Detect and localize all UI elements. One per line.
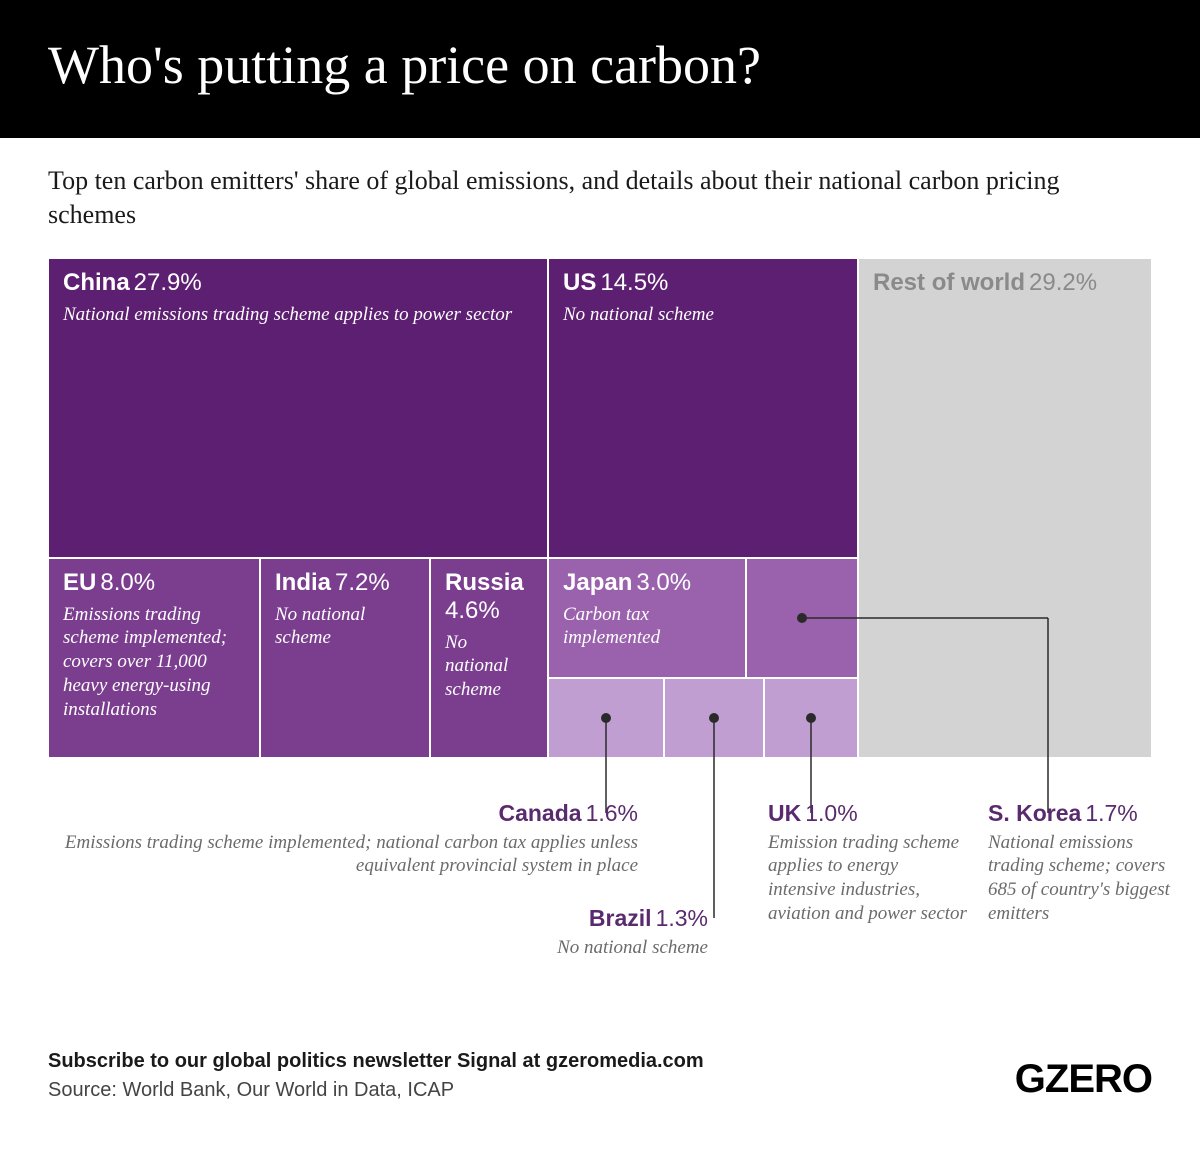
treemap-cell-skorea_box — [746, 558, 858, 678]
cell-name: Russia — [445, 569, 524, 596]
callout-uk: UK 1.0% Emission trading scheme applies t… — [768, 800, 968, 926]
callout-name: S. Korea — [988, 800, 1081, 826]
callout-desc: Emissions trading scheme implemented; na… — [48, 831, 638, 879]
callout-brazil: Brazil 1.3% No national scheme — [388, 905, 708, 960]
footer-text: Subscribe to our global politics newslet… — [48, 1050, 704, 1102]
cell-name: Japan — [563, 569, 632, 596]
gzero-logo: GZERO — [1015, 1057, 1152, 1102]
treemap-cell-rest: Rest of world 29.2% — [858, 258, 1152, 758]
treemap-cell-us: US 14.5% No national scheme — [548, 258, 858, 558]
cell-pct: 3.0% — [636, 569, 691, 596]
chart-wrap: China 27.9% National emissions trading sc… — [48, 258, 1152, 1020]
callout-name: UK — [768, 800, 801, 826]
treemap-cell-canada_box — [548, 678, 664, 758]
content-area: Top ten carbon emitters' share of global… — [0, 138, 1200, 1050]
callout-area: Canada 1.6% Emissions trading scheme impl… — [48, 770, 1152, 1020]
cell-pct: 14.5% — [600, 269, 668, 296]
footer: Subscribe to our global politics newslet… — [0, 1050, 1200, 1142]
callout-skorea: S. Korea 1.7% National emissions trading … — [988, 800, 1188, 926]
treemap-cell-india: India 7.2% No national scheme — [260, 558, 430, 758]
callout-pct: 1.3% — [656, 905, 708, 931]
source-text: Source: World Bank, Our World in Data, I… — [48, 1079, 704, 1102]
callout-pct: 1.6% — [586, 800, 638, 826]
callout-canada: Canada 1.6% Emissions trading scheme impl… — [48, 800, 638, 879]
cell-pct: 27.9% — [134, 269, 202, 296]
cell-desc: No national scheme — [563, 303, 843, 327]
treemap-cell-china: China 27.9% National emissions trading sc… — [48, 258, 548, 558]
callout-name: Canada — [498, 800, 581, 826]
callout-pct: 1.0% — [805, 800, 857, 826]
treemap-cell-uk_box — [764, 678, 858, 758]
callout-desc: No national scheme — [388, 936, 708, 960]
callout-pct: 1.7% — [1085, 800, 1137, 826]
page-title: Who's putting a price on carbon? — [48, 34, 1152, 96]
cell-desc: Emissions trading scheme implemented; co… — [63, 603, 245, 722]
cell-name: Rest of world — [873, 269, 1025, 296]
cell-name: China — [63, 269, 130, 296]
callout-desc: Emission trading scheme applies to energ… — [768, 831, 968, 926]
cell-desc: Carbon tax implemented — [563, 603, 731, 651]
callout-desc: National emissions trading scheme; cover… — [988, 831, 1188, 926]
cell-name: India — [275, 569, 331, 596]
subscribe-text: Subscribe to our global politics newslet… — [48, 1050, 704, 1073]
treemap-cell-russia: Russia 4.6% No national scheme — [430, 558, 548, 758]
treemap-cell-japan: Japan 3.0% Carbon tax implemented — [548, 558, 746, 678]
cell-pct: 8.0% — [100, 569, 155, 596]
cell-pct: 29.2% — [1029, 269, 1097, 296]
treemap-cell-brazil_box — [664, 678, 764, 758]
header-bar: Who's putting a price on carbon? — [0, 0, 1200, 138]
cell-name: US — [563, 269, 596, 296]
cell-desc: National emissions trading scheme applie… — [63, 303, 533, 327]
cell-pct: 7.2% — [335, 569, 390, 596]
treemap-chart: China 27.9% National emissions trading sc… — [48, 258, 1152, 758]
treemap-cell-eu: EU 8.0% Emissions trading scheme implemen… — [48, 558, 260, 758]
cell-desc: No national scheme — [275, 603, 415, 651]
cell-pct: 4.6% — [445, 597, 500, 624]
subtitle-text: Top ten carbon emitters' share of global… — [48, 164, 1152, 232]
cell-desc: No national scheme — [445, 631, 533, 702]
cell-name: EU — [63, 569, 96, 596]
infographic-container: Who's putting a price on carbon? Top ten… — [0, 0, 1200, 1142]
callout-name: Brazil — [589, 905, 652, 931]
